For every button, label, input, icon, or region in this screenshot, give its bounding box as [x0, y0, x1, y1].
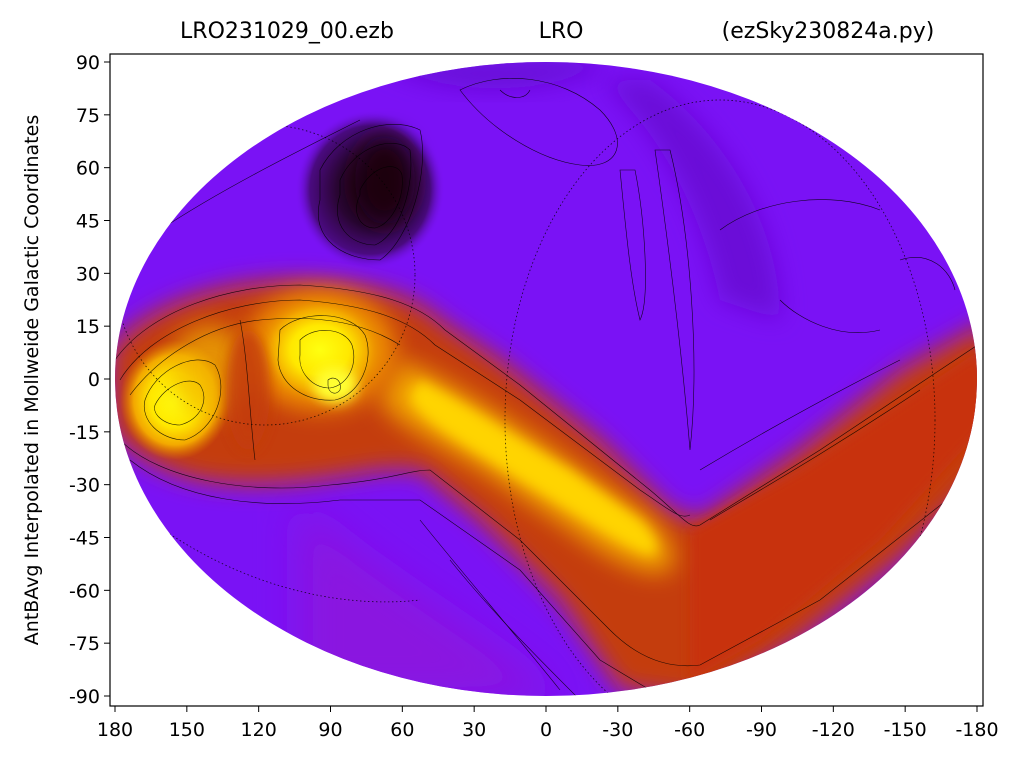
y-tick-label: 45	[76, 211, 100, 233]
y-tick-label: 30	[76, 263, 100, 285]
ridge-yellow	[410, 380, 657, 555]
reference-grid	[115, 99, 936, 696]
x-tick-label: 30	[462, 719, 486, 741]
x-axis: 180 150 120 90 60 30 0 -30 -60 -90 -120 -150 -180	[97, 706, 999, 741]
sky-map	[115, 62, 977, 696]
x-tick-label: 120	[241, 719, 277, 741]
contour-lines	[115, 78, 977, 696]
x-tick-label: -120	[812, 719, 855, 741]
y-tick-label: 75	[76, 105, 100, 127]
x-tick-label: -60	[674, 719, 705, 741]
y-tick-label: 60	[76, 158, 100, 180]
y-tick-label: -75	[69, 633, 100, 655]
faint-region	[300, 500, 560, 696]
y-tick-label: -90	[69, 686, 100, 708]
gap-red	[226, 330, 270, 450]
y-tick-label: 90	[76, 52, 100, 74]
x-tick-label: -150	[884, 719, 927, 741]
dim-region	[600, 80, 780, 320]
y-tick-label: -30	[69, 475, 100, 497]
x-tick-label: 60	[390, 719, 414, 741]
x-tick-label: 180	[97, 719, 133, 741]
x-tick-label: -180	[955, 719, 998, 741]
y-tick-label: 15	[76, 316, 100, 338]
x-tick-label: 150	[169, 719, 205, 741]
title-center: LRO	[539, 19, 584, 44]
y-tick-label: -60	[69, 580, 100, 602]
x-tick-label: 90	[318, 719, 342, 741]
y-tick-label: -45	[69, 528, 100, 550]
x-tick-label: -30	[602, 719, 633, 741]
peak-center-core	[313, 367, 357, 403]
dark-minimum-core	[355, 135, 415, 225]
y-tick-label: 0	[88, 369, 100, 391]
x-tick-label: 0	[540, 719, 552, 741]
title-right: (ezSky230824a.py)	[722, 19, 935, 44]
y-axis-label: AntBAvg Interpolated in Mollweide Galact…	[21, 115, 43, 645]
y-axis: 90 75 60 45 30 15 0 -15 -30 -45 -60 -75 -90	[69, 52, 110, 708]
y-tick-label: -15	[69, 422, 100, 444]
x-tick-label: -90	[746, 719, 777, 741]
band-right	[690, 350, 977, 680]
title-left: LRO231029_00.ezb	[180, 19, 394, 44]
